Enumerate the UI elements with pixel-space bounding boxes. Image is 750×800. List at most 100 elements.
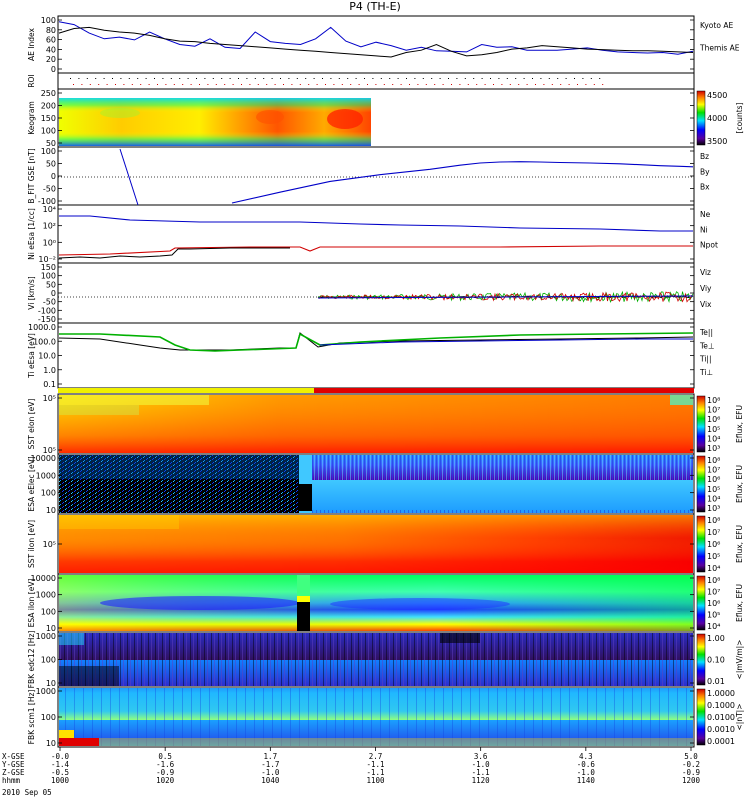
ytick-label: 10 [46,679,56,688]
ytick-label: 1000 [36,591,56,600]
roi-dot [73,84,74,85]
roi-dot [501,84,503,85]
roi-dot [577,84,578,85]
cb-tick-esa_e: 10⁴ [707,494,720,503]
ae-lines [58,21,694,58]
roi-dot [355,78,357,79]
roi-dot [532,78,533,79]
keogram-image [59,98,371,146]
cb-tick-fbk1: 1.00 [707,634,725,643]
ytick-label: 10⁵ [43,446,56,455]
roi-dot [95,78,97,79]
roi-dot [325,84,326,85]
cb-tick-esa_e: 10⁷ [707,466,720,475]
roi-dot [120,78,122,79]
roi-dot [232,84,234,85]
xrow-value: -1.0 [472,760,491,769]
roi-dot [414,78,416,79]
cb-tick-sst_i: 10⁵ [707,552,720,561]
roi-dot [383,84,385,85]
legend-temperature-2: Ti|| [699,355,712,364]
cb-tick-sst_e: 10⁶ [707,415,720,424]
roi-dot [316,84,318,85]
roi-dot [271,78,273,79]
roi-dot [283,84,284,85]
xrow-value: 4.3 [579,752,593,761]
roi-dot [330,78,332,79]
ytick-label: 10⁵ [43,394,56,403]
xrow-label-0: X-GSE [2,752,25,761]
xrow-label-3: hhmm [2,776,21,785]
xrow-value: 2.7 [369,752,383,761]
ytick-label: 10 [46,506,56,515]
cb-label-sst_e: Eflux, EFU [735,405,744,443]
roi-dot [593,84,595,85]
temperature-lines [58,332,694,352]
cb-tick-esa_e: 10³ [707,504,720,513]
legend-ae-1: Themis AE [699,44,740,53]
ne-line [58,245,693,256]
ytick-label: 10000 [31,454,56,463]
ytick-label: 150 [41,263,56,272]
frame-temperature [57,322,695,389]
xrow-value: -1.0 [577,768,596,777]
roi-dot [347,78,349,79]
cb-label-sst_i: Eflux, EFU [735,525,744,563]
roi-dot [212,78,214,79]
roi-dot [484,84,486,85]
roi-dot [179,78,181,79]
roi-dot [145,78,147,79]
ylabel-keogram: Keogram [27,101,36,135]
ytick-label: 10² [43,222,56,231]
roi-dot [154,78,155,79]
roi-dot [400,84,402,85]
ytick-label: 10⁻² [38,255,56,264]
cb-tick-sst_i: 10⁸ [707,516,720,525]
ytick-label: 0 [51,289,56,298]
ytick-label: 20 [46,55,56,64]
roi-dot [89,84,91,85]
cb-tick-sst_i: 10⁴ [707,564,720,573]
cb-tick-esa_i: 10⁷ [707,588,720,597]
roi-dot [464,78,466,79]
roi-dot [254,78,256,79]
ytick-label: 50 [46,139,56,148]
roi-dot [515,78,517,79]
figure-title: P4 (TH-E) [349,0,401,13]
ytick-label: 100 [41,127,56,136]
roi-dot [425,84,427,85]
roi-dot [442,84,444,85]
ylabel-bfield: B_FIT GSE [nT] [27,148,36,203]
xrow-value: -1.7 [261,760,279,769]
roi-dot [190,84,192,85]
cb-label-esa_e: Eflux, EFU [735,465,744,503]
xrow-value: 1100 [366,776,385,785]
roi-dot [498,78,500,79]
roi-dot [148,84,150,85]
colorbar-esa-e [696,455,706,513]
roi-dot [451,84,452,85]
legend-bfield-2: Bx [700,183,710,192]
xrow-value: 1020 [156,776,175,785]
roi-dot [229,78,231,79]
roi-dot [207,84,209,85]
frame-ae [57,15,695,74]
roi-dot [364,78,365,79]
roi-dot [548,78,550,79]
roi-dot [333,84,335,85]
roi-dot [476,84,478,85]
roi-dot [560,84,562,85]
roi-dot [238,78,239,79]
roi-dot [249,84,251,85]
roi-dot [196,78,197,79]
ytick-label: 50 [46,280,56,289]
cb-tick-keogram: 3500 [707,137,727,146]
cb-tick-esa_i: 10⁶ [707,599,720,608]
ytick-label: 150 [41,114,56,123]
ytick-label: 0 [51,172,56,181]
roi-dot [417,84,419,85]
roi-dot [341,84,343,85]
colorbars [696,90,706,746]
roi-dot [288,78,290,79]
colorbar-fbk2 [696,688,706,746]
